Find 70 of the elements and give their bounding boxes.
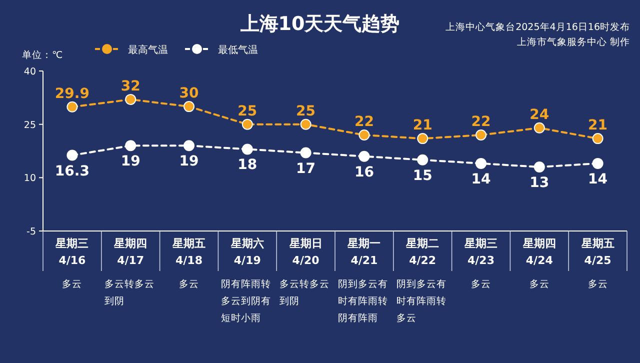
point <box>534 162 545 172</box>
chart-title: 上海10天天气趋势 <box>239 13 400 35</box>
y-tick-label: 40 <box>24 66 36 78</box>
text: 多云 <box>588 278 608 290</box>
point <box>125 94 136 105</box>
x-tick-label: 星期三 4/16 <box>54 237 89 267</box>
x-tick-label: 星期三 4/23 <box>464 237 498 267</box>
legend-label: 最高气温 <box>128 44 168 56</box>
point <box>417 154 428 166</box>
text: 多云 <box>471 278 491 290</box>
data-label: 21 <box>588 118 608 134</box>
x-tick-label: 星期四 4/17 <box>113 237 148 267</box>
x-tick-label: 星期四 4/24 <box>522 237 556 267</box>
point <box>534 122 545 134</box>
data-label: 14 <box>471 171 491 188</box>
point <box>476 158 486 169</box>
point <box>242 118 253 130</box>
text: 多云 <box>179 278 199 290</box>
point <box>417 133 428 144</box>
point <box>358 150 370 162</box>
data-label: 21 <box>412 118 432 134</box>
x-tick-label: 星期一 4/21 <box>346 237 381 267</box>
data-label: 25 <box>296 103 316 120</box>
text: 多云 <box>62 278 82 290</box>
point <box>184 101 194 112</box>
data-label: 17 <box>296 160 316 177</box>
text: 阴到多云有时有阵雨转多云 <box>396 278 446 324</box>
x-tick-label: 星期六 4/19 <box>230 237 264 267</box>
x-tick-label: 星期日 4/20 <box>288 237 322 267</box>
point <box>125 140 136 152</box>
data-label: 15 <box>412 168 432 184</box>
data-label: 25 <box>238 103 258 120</box>
x-tick-label: 星期五 4/18 <box>172 237 206 267</box>
y-tick-label: 25 <box>24 120 36 131</box>
data-label: 16.3 <box>54 163 90 180</box>
data-label: 14 <box>588 171 608 188</box>
x-tick-label: 星期二 4/22 <box>405 237 440 267</box>
point <box>66 150 78 161</box>
text: 多云转多云到阴 <box>104 278 154 307</box>
text: 上海市气象服务中心 制作 <box>516 36 630 48</box>
point <box>184 140 194 152</box>
point <box>592 133 604 144</box>
data-label: 16 <box>354 164 374 180</box>
data-label: 32 <box>120 78 140 94</box>
text: 多云 <box>529 278 550 290</box>
legend-label: 最低气温 <box>218 44 258 56</box>
point <box>300 118 312 130</box>
point <box>592 158 604 169</box>
point <box>476 130 486 140</box>
y-axis-title: 单位：℃ <box>22 49 63 61</box>
data-label: 22 <box>354 114 374 130</box>
data-label: 18 <box>238 157 258 174</box>
data-label: 30 <box>179 86 199 102</box>
point <box>300 147 312 158</box>
text: 多云转多云到阴 <box>280 278 330 307</box>
data-label: 29.9 <box>54 86 90 102</box>
data-label: 13 <box>530 175 550 191</box>
point <box>66 101 78 112</box>
chart-subtitle: 上海中心气象台2025年4月16日16时发布 <box>446 21 630 33</box>
point <box>242 144 253 155</box>
y-tick-label: 10 <box>24 173 36 184</box>
point <box>358 130 370 140</box>
x-tick-label: 星期五 4/25 <box>580 237 614 267</box>
y-tick-label: -5 <box>26 226 36 238</box>
data-label: 24 <box>530 106 550 123</box>
data-label: 19 <box>120 154 140 170</box>
data-label: 19 <box>179 154 199 170</box>
text: 阴有阵雨转多云到阴有短时小雨 <box>221 278 272 324</box>
data-label: 22 <box>471 114 491 130</box>
text: 阴到多云有时有阵雨转阴有阵雨 <box>338 278 388 324</box>
